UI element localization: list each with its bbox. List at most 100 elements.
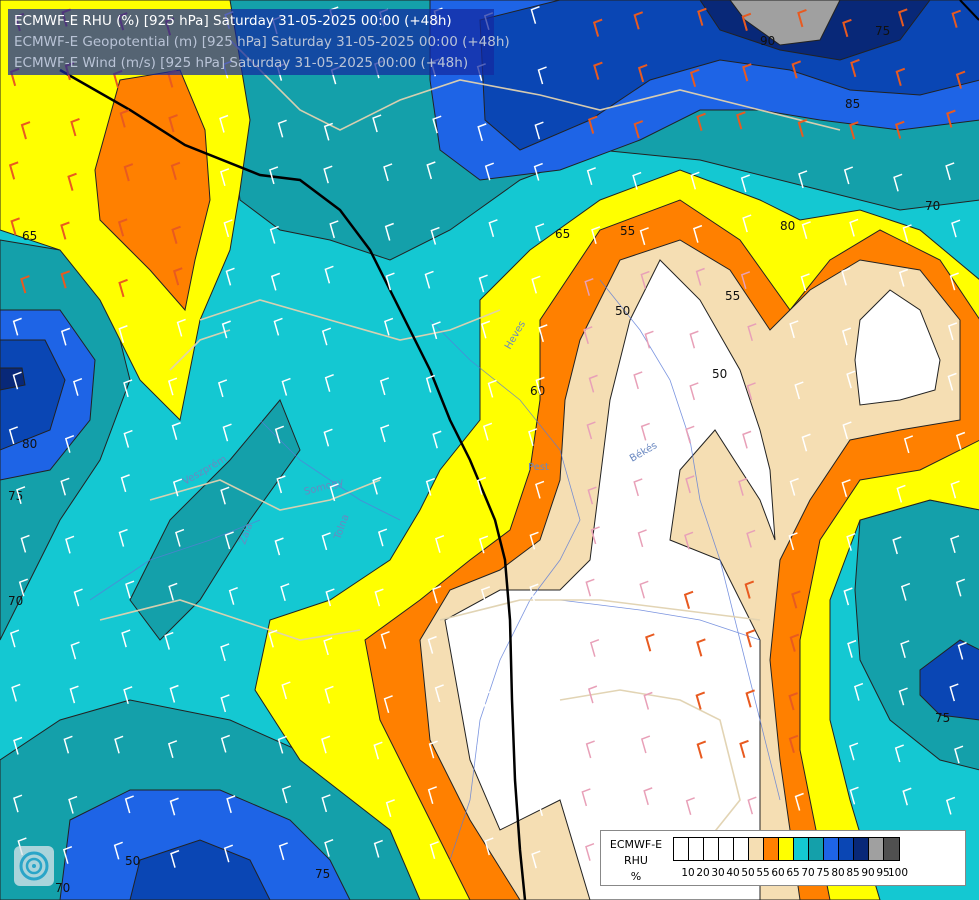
wind-barb [435,535,445,553]
wind-barb [746,382,756,401]
wind-barb [426,161,436,180]
wind-barb [12,371,22,390]
wind-barb [167,740,178,759]
wind-barb [639,580,649,599]
wind-barb [10,217,20,236]
wind-barb [164,631,174,650]
wind-barb [789,477,799,496]
wind-barb [898,268,909,287]
legend-ticks: 10 20 30 40 50 55 60 65 70 75 80 85 90 95 100 [673,867,973,881]
wind-barb [478,274,488,293]
legend-tick-label: 40 [726,867,740,879]
wind-barb [67,172,77,191]
wind-barb [169,797,179,816]
wind-barb [432,115,442,134]
wind-barb [945,796,956,815]
rh-band-50-central [444,259,776,900]
wind-barb [849,786,859,805]
legend-swatch [824,838,839,860]
legend-swatch [869,838,884,860]
wind-barb [428,740,438,759]
wind-barb [947,372,957,391]
wind-barb [640,735,651,754]
wind-barb [893,173,903,192]
wind-barb [950,480,960,499]
wind-barb [60,270,71,289]
legend-title: ECMWF-E RHU % [605,837,667,885]
wind-barb [225,267,235,286]
contour-label: 70 [8,594,23,608]
wind-barb [477,741,487,760]
wind-barb [841,479,851,497]
title-wind: ECMWF-E Wind (m/s) [925 hPa] Saturday 31… [14,55,469,71]
wind-barb [788,692,798,711]
contour-label: 75 [875,24,890,38]
color-legend: ECMWF-E RHU % 10 20 30 40 50 55 60 65 70 75 80 85 90… [600,830,966,886]
wind-barb [323,165,333,184]
wind-barb [537,66,547,85]
wind-barb [384,222,394,241]
wind-barb [222,423,232,442]
wind-barb [841,267,851,286]
wind-barb [643,787,653,806]
wind-barb [843,587,853,606]
contour-label: 55 [725,289,740,303]
legend-swatch [809,838,824,860]
wind-barb [895,67,906,87]
wind-barb [534,121,544,140]
wind-barb [633,11,644,30]
rivers [89,279,781,861]
wind-barb [274,425,285,444]
contour-label: 75 [935,711,950,725]
wind-barb [70,118,80,137]
wind-barb [169,684,179,703]
contour-label: 70 [925,199,940,213]
wind-barb [588,374,598,393]
wind-barb [321,532,331,551]
wind-barb [538,324,548,343]
wind-barb [801,433,811,452]
wind-barb [633,371,643,390]
legend-swatch [719,838,734,860]
wind-barb [13,794,23,813]
wind-barb [12,317,22,336]
wind-barb [277,119,287,138]
title-rh: ECMWF-E RHU (%) [925 hPa] Saturday 31-05… [14,13,452,29]
wind-barb [476,476,487,495]
wind-barb [581,788,591,807]
wind-barb [847,639,857,658]
wind-barb [586,167,596,186]
wind-barb [945,162,955,181]
wind-barb [585,578,595,597]
wind-barb [696,740,707,759]
wind-barb [533,162,543,181]
wind-barb [789,633,800,652]
wind-barb [585,842,595,861]
wind-barb [951,9,962,28]
place-label: Pest [528,462,549,473]
wind-barb [846,370,856,389]
wind-barb [637,529,647,548]
wind-barb [951,219,961,238]
wind-barb [539,746,550,765]
wind-barb [277,735,287,754]
wind-barb [70,641,80,660]
wind-barb [954,745,964,764]
wind-barb [591,226,601,245]
wind-barb [223,219,233,238]
wind-barb [800,273,810,292]
wind-barb [123,686,133,704]
wind-barb [842,18,852,38]
wind-barb [690,171,700,190]
wind-barb [488,219,498,238]
legend-tick-label: 30 [711,867,725,879]
wind-barb [434,684,444,703]
wind-barb [220,643,230,662]
wind-barb [794,381,804,400]
wind-barb [477,636,487,655]
wind-barb [114,735,124,754]
wind-barb [480,320,491,339]
wind-barb [219,114,229,133]
wind-barb [487,379,497,398]
wind-barb [484,162,494,181]
